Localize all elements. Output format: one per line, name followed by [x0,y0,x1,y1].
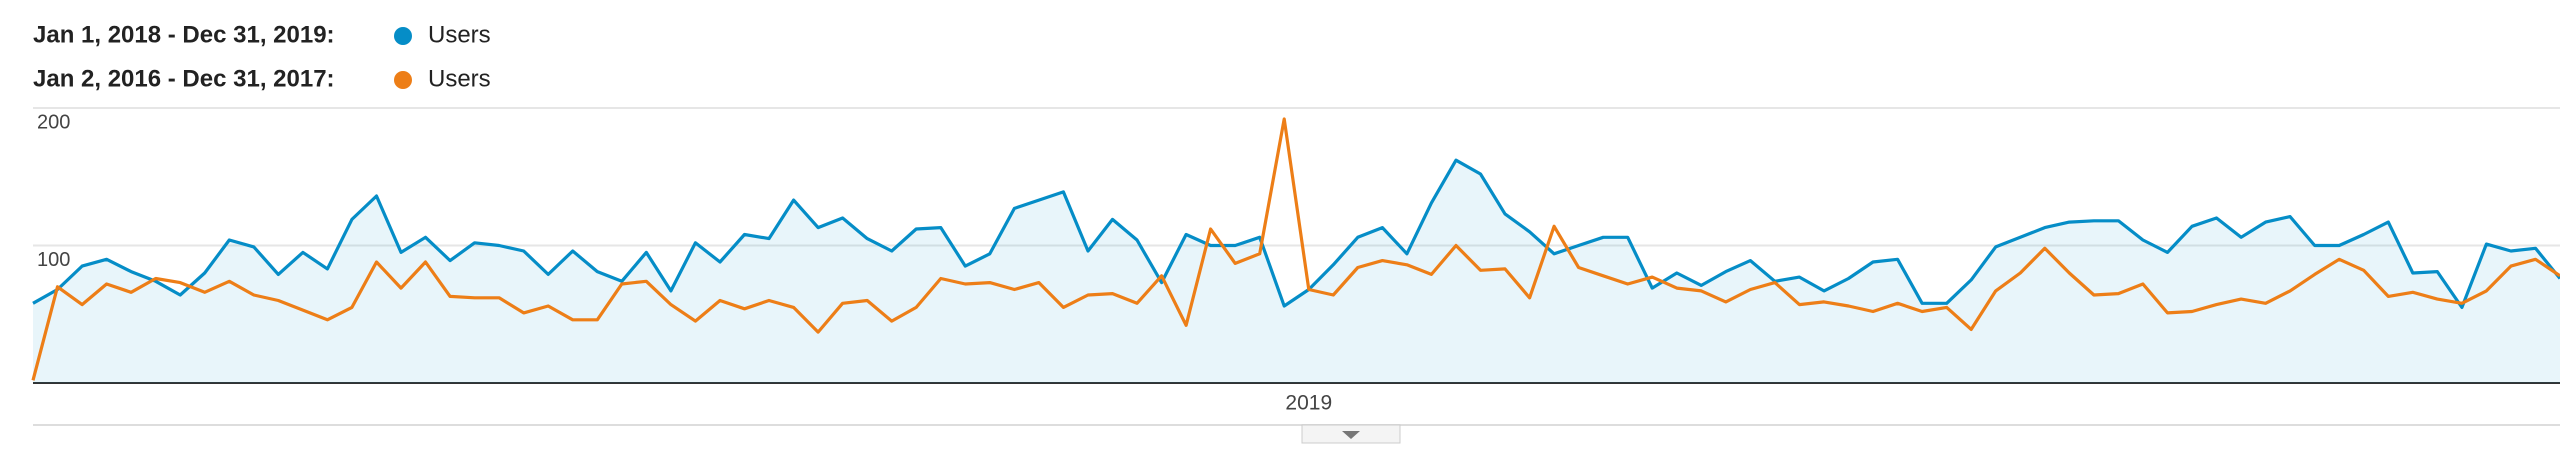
x-tick-label: 2019 [1285,392,1332,415]
y-tick-label: 100 [37,249,70,271]
legend-label: Users [428,21,491,48]
expand-arrow [1342,431,1360,439]
legend-range: Jan 2, 2016 - Dec 31, 2017: [33,65,335,92]
legend-range: Jan 1, 2018 - Dec 31, 2019: [33,21,335,48]
legend-swatch [394,27,412,45]
y-tick-label: 200 [37,111,70,133]
legend-swatch [394,71,412,89]
series-line [32,158,2560,309]
series-line [31,117,2560,381]
legend-label: Users [428,65,491,92]
series-area [33,160,2560,383]
